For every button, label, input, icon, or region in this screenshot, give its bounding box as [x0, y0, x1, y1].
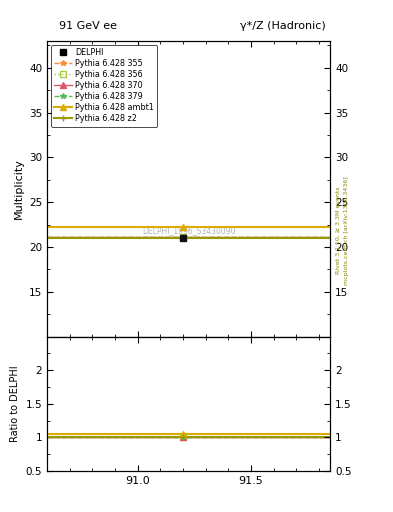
Text: Rivet 3.1.10, ≥ 3.3M events: Rivet 3.1.10, ≥ 3.3M events [336, 186, 341, 274]
Text: 91 GeV ee: 91 GeV ee [59, 20, 117, 31]
Legend: DELPHI, Pythia 6.428 355, Pythia 6.428 356, Pythia 6.428 370, Pythia 6.428 379, : DELPHI, Pythia 6.428 355, Pythia 6.428 3… [51, 45, 157, 126]
Y-axis label: Ratio to DELPHI: Ratio to DELPHI [10, 366, 20, 442]
Text: mcplots.cern.ch [arXiv:1306.3436]: mcplots.cern.ch [arXiv:1306.3436] [344, 176, 349, 285]
Text: γ*/Z (Hadronic): γ*/Z (Hadronic) [241, 20, 326, 31]
Y-axis label: Multiplicity: Multiplicity [13, 158, 24, 219]
Text: DELPHI_1996_S3430090: DELPHI_1996_S3430090 [142, 226, 235, 234]
